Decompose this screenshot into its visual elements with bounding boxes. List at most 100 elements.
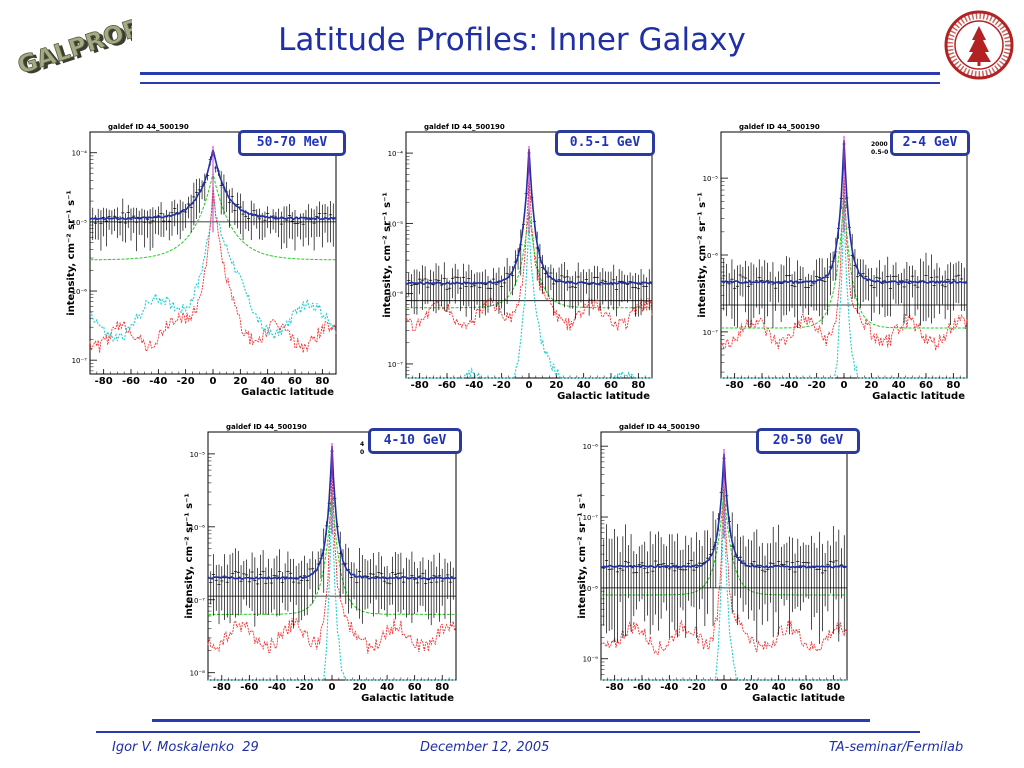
y-tick-label: 10⁻⁴ xyxy=(388,150,404,158)
y-tick-label: 10⁻⁷ xyxy=(388,361,404,369)
x-tick-label: -40 xyxy=(660,682,678,693)
y-tick-label: 10⁻⁵ xyxy=(388,220,404,228)
x-tick-label: 80 xyxy=(315,376,329,387)
x-tick-label: -40 xyxy=(268,682,286,693)
data-points xyxy=(407,148,651,321)
x-tick-label: -80 xyxy=(726,380,744,391)
x-tick-label: 0 xyxy=(329,682,336,693)
x-tick-label: -20 xyxy=(688,682,706,693)
x-tick-label: 20 xyxy=(744,682,758,693)
ic-curve xyxy=(89,195,337,343)
ic-curve xyxy=(406,223,652,380)
x-tick-label: 60 xyxy=(604,380,618,391)
y-tick-label: 10⁻⁶ xyxy=(72,288,88,296)
x-axis-label: Galactic latitude xyxy=(872,391,965,402)
x-axis-label: Galactic latitude xyxy=(241,387,334,398)
energy-label-0.5-1-gev: 0.5-1 GeV xyxy=(555,130,655,156)
panel-corner-text: 4 xyxy=(360,441,364,448)
x-tick-label: 40 xyxy=(380,682,394,693)
x-tick-label: -60 xyxy=(122,376,140,387)
x-tick-label: -40 xyxy=(465,380,483,391)
x-tick-label: 80 xyxy=(946,380,960,391)
footer-venue: TA-seminar/Fermilab xyxy=(829,740,964,755)
y-tick-label: 10⁻⁶ xyxy=(703,252,719,260)
y-tick-label: 10⁻⁸ xyxy=(583,585,599,593)
y-tick-label: 10⁻⁵ xyxy=(703,175,719,183)
x-tick-label: -80 xyxy=(95,376,113,387)
x-tick-label: 60 xyxy=(408,682,422,693)
x-tick-label: -20 xyxy=(808,380,826,391)
data-points xyxy=(209,445,455,629)
x-tick-label: 40 xyxy=(577,380,591,391)
x-tick-label: 60 xyxy=(799,682,813,693)
x-tick-label: 20 xyxy=(549,380,563,391)
panel-corner-text: 2000 xyxy=(871,141,888,148)
footer-page-number: 29 xyxy=(242,740,259,755)
panel-title: galdef ID 44_500190 xyxy=(226,423,307,431)
x-tick-label: -80 xyxy=(213,682,231,693)
latitude-profile-plot-0.5-1-gev: galdef ID 44_500190 -80 -60 -40 -20 0 20 40 60 80… xyxy=(382,123,653,402)
x-tick-label: 80 xyxy=(631,380,645,391)
panel-title: galdef ID 44_500190 xyxy=(108,123,189,131)
y-tick-label: 10⁻⁵ xyxy=(190,451,206,459)
y-axis-label: intensity, cm⁻² sr⁻¹ s⁻¹ xyxy=(577,493,588,619)
university-seal-icon xyxy=(944,10,1014,80)
bremsstrahlung-curve xyxy=(720,170,968,351)
x-tick-label: 0 xyxy=(841,380,848,391)
x-tick-label: -60 xyxy=(633,682,651,693)
x-axis-label: Galactic latitude xyxy=(361,693,454,704)
x-axis-label: Galactic latitude xyxy=(752,693,845,704)
footer-date: December 12, 2005 xyxy=(420,740,550,755)
x-tick-label: -80 xyxy=(606,682,624,693)
x-tick-label: 60 xyxy=(919,380,933,391)
y-tick-label: 10⁻⁶ xyxy=(190,524,206,532)
x-tick-label: -20 xyxy=(295,682,313,693)
x-tick-label: 80 xyxy=(435,682,449,693)
footer-rule xyxy=(152,719,870,722)
x-tick-label: 0 xyxy=(721,682,728,693)
x-axis-label: Galactic latitude xyxy=(557,391,650,402)
y-tick-label: 10⁻⁷ xyxy=(190,597,206,605)
energy-label-2-4-gev: 2-4 GeV xyxy=(890,130,970,156)
energy-label-4-10-gev: 4-10 GeV xyxy=(368,428,462,454)
y-tick-label: 10⁻⁷ xyxy=(703,329,719,337)
x-tick-label: 0 xyxy=(526,380,533,391)
energy-label-50-70-mev: 50-70 MeV xyxy=(238,130,346,156)
x-tick-label: -20 xyxy=(177,376,195,387)
panel-title: galdef ID 44_500190 xyxy=(619,423,700,431)
x-tick-label: -40 xyxy=(780,380,798,391)
y-tick-label: 10⁻⁶ xyxy=(583,443,599,451)
y-tick-label: 10⁻⁸ xyxy=(190,670,206,678)
panel-title: galdef ID 44_500190 xyxy=(739,123,820,131)
x-tick-label: 40 xyxy=(772,682,786,693)
footer-rule-secondary xyxy=(96,731,920,733)
y-axis-label: intensity, cm⁻² sr⁻¹ s⁻¹ xyxy=(382,192,393,318)
x-tick-label: -80 xyxy=(411,380,429,391)
x-tick-label: 0 xyxy=(210,376,217,387)
galprop-logo: GALPROP GALPROP xyxy=(14,14,132,80)
y-axis-label: intensity, cm⁻² sr⁻¹ s⁻¹ xyxy=(66,190,77,316)
y-tick-label: 10⁻⁷ xyxy=(583,514,599,522)
x-tick-label: -60 xyxy=(753,380,771,391)
panel-title: galdef ID 44_500190 xyxy=(424,123,505,131)
x-tick-label: 20 xyxy=(864,380,878,391)
footer-author: Igor V. Moskalenko 29 xyxy=(112,740,259,755)
footer-author-name: Igor V. Moskalenko xyxy=(112,740,234,755)
page-title: Latitude Profiles: Inner Galaxy xyxy=(278,22,746,58)
data-points xyxy=(602,448,846,645)
y-tick-label: 10⁻⁴ xyxy=(72,150,88,158)
y-tick-label: 10⁻⁶ xyxy=(388,291,404,299)
panel-corner-text: 0.5-0 xyxy=(871,149,888,156)
x-tick-label: -40 xyxy=(149,376,167,387)
panel-corner-text: 0 xyxy=(360,449,364,456)
x-tick-label: -20 xyxy=(493,380,511,391)
y-axis-label: intensity, cm⁻² sr⁻¹ s⁻¹ xyxy=(697,192,708,318)
y-axis-label: intensity, cm⁻² sr⁻¹ s⁻¹ xyxy=(184,493,195,619)
energy-label-20-50-gev: 20-50 GeV xyxy=(756,428,860,454)
x-tick-label: -60 xyxy=(240,682,258,693)
x-tick-label: 20 xyxy=(353,682,367,693)
y-tick-label: 10⁻⁵ xyxy=(72,219,88,227)
title-rule xyxy=(140,72,940,75)
